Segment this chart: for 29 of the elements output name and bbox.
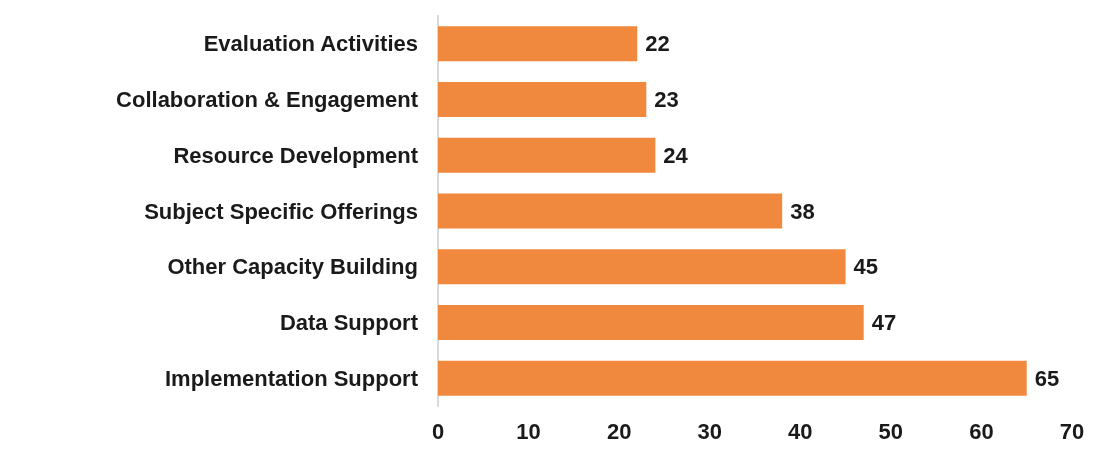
data-label: 38: [790, 198, 815, 224]
y-tick-label: Subject Specific Offerings: [144, 198, 418, 224]
bar: [438, 360, 1027, 396]
x-tick-label: 30: [697, 418, 722, 444]
bar: [438, 249, 846, 285]
x-tick-label: 70: [1059, 418, 1085, 444]
x-tick-label: 50: [878, 418, 904, 444]
y-tick-label: Other Capacity Building: [167, 254, 418, 280]
data-label: 24: [663, 142, 689, 168]
x-tick-label: 40: [788, 418, 813, 444]
data-label: 65: [1034, 365, 1060, 391]
bar: [438, 137, 656, 173]
x-tick-label: 60: [969, 418, 994, 444]
x-tick-label: 20: [606, 418, 632, 444]
y-tick-label: Collaboration & Engagement: [116, 87, 419, 113]
x-tick-label: 10: [516, 418, 541, 444]
x-tick-label: 0: [431, 418, 445, 444]
data-label: 45: [853, 254, 879, 280]
y-tick-label: Resource Development: [173, 142, 419, 168]
data-label: 23: [654, 87, 679, 113]
data-label: 22: [645, 31, 670, 57]
y-tick-label: Evaluation Activities: [203, 31, 418, 57]
bar: [438, 304, 864, 340]
bar: [438, 26, 638, 62]
y-tick-label: Implementation Support: [165, 365, 419, 391]
y-tick-label: Data Support: [279, 309, 419, 335]
bar: [438, 82, 647, 118]
bar: [438, 193, 783, 229]
data-label: 47: [871, 309, 897, 335]
